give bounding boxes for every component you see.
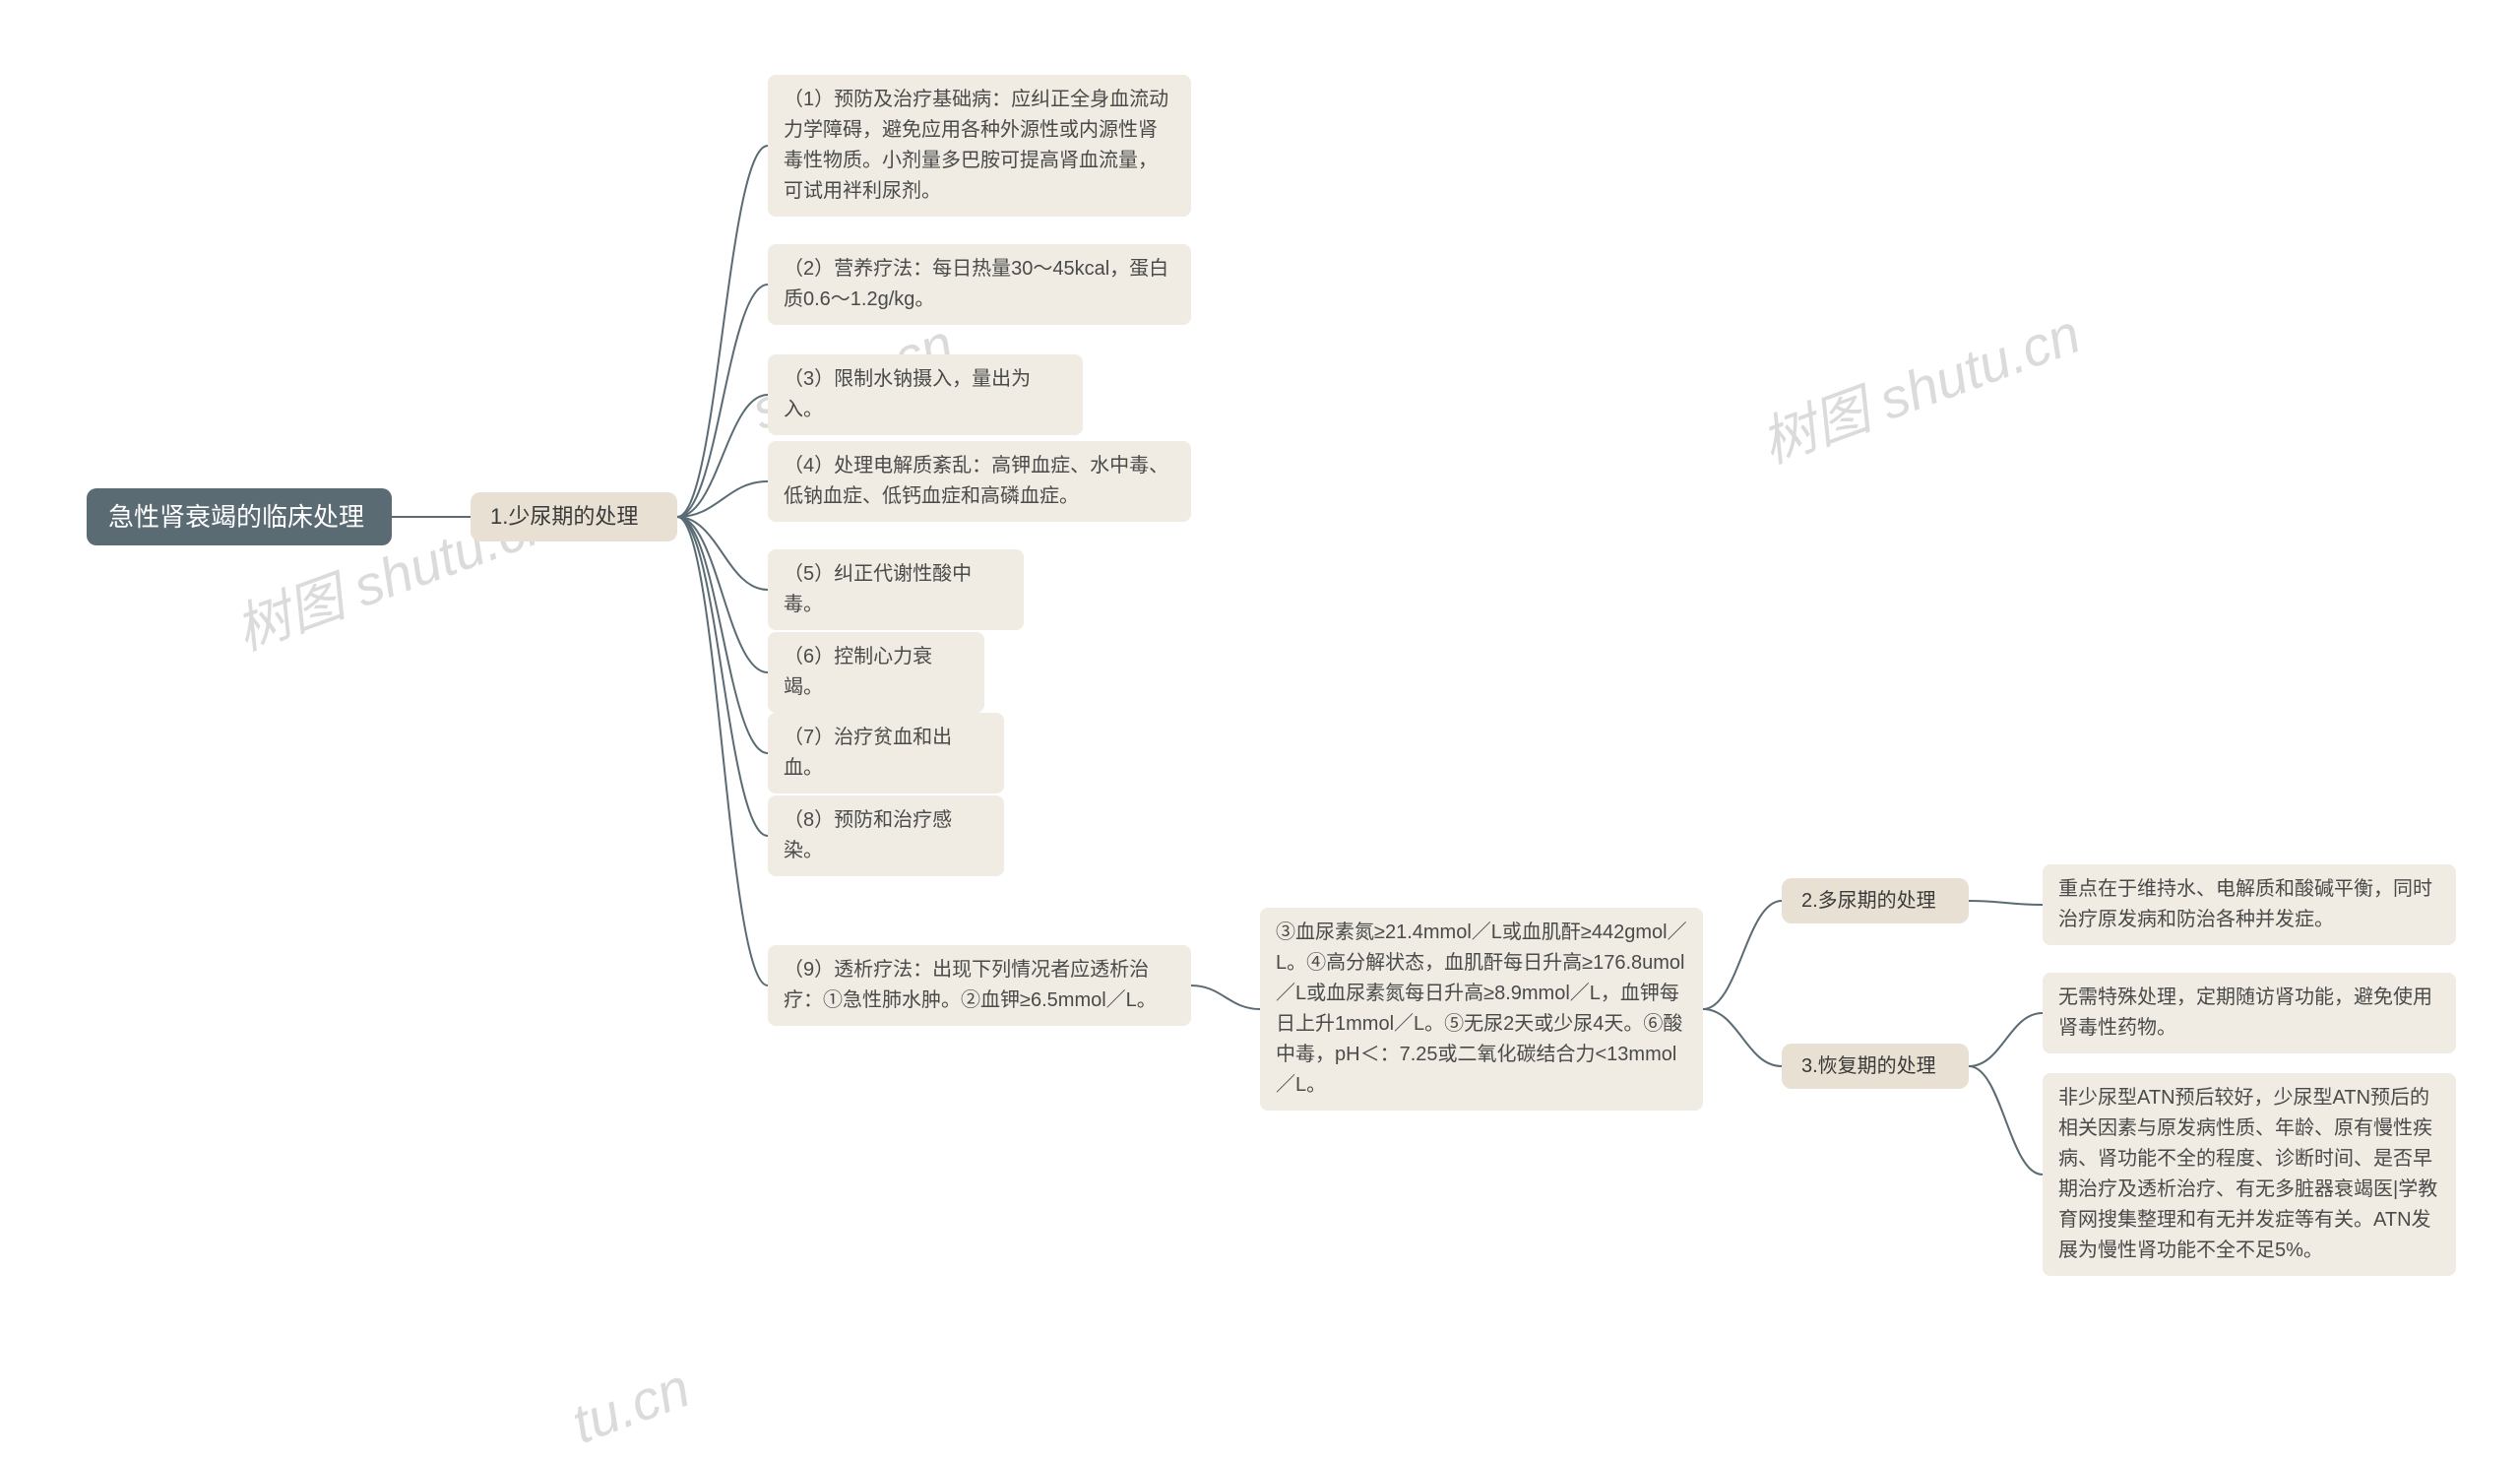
leaf-node[interactable]: 非少尿型ATN预后较好，少尿型ATN预后的相关因素与原发病性质、年龄、原有慢性疾… [2043,1073,2456,1276]
leaf-text: （3）限制水钠摄入，量出为入。 [784,364,1067,425]
leaf-node[interactable]: （2）营养疗法：每日热量30～45kcal，蛋白质0.6～1.2g/kg。 [768,244,1191,325]
leaf-node[interactable]: （8）预防和治疗感染。 [768,795,1004,876]
leaf-text: （8）预防和治疗感染。 [784,805,988,866]
leaf-node[interactable]: 无需特殊处理，定期随访肾功能，避免使用肾毒性药物。 [2043,973,2456,1053]
mindmap-root[interactable]: 急性肾衰竭的临床处理 [87,488,392,545]
leaf-text: 重点在于维持水、电解质和酸碱平衡，同时治疗原发病和防治各种并发症。 [2058,874,2440,935]
leaf-node[interactable]: （6）控制心力衰竭。 [768,632,984,713]
leaf-node[interactable]: （7）治疗贫血和出血。 [768,713,1004,794]
leaf-text: （9）透析疗法：出现下列情况者应透析治疗：①急性肺水肿。②血钾≥6.5mmol／… [784,955,1175,1016]
branch-node-3[interactable]: 3.恢复期的处理 [1782,1044,1969,1089]
leaf-node[interactable]: （9）透析疗法：出现下列情况者应透析治疗：①急性肺水肿。②血钾≥6.5mmol／… [768,945,1191,1026]
leaf-text: （2）营养疗法：每日热量30～45kcal，蛋白质0.6～1.2g/kg。 [784,254,1175,315]
leaf-node-detail[interactable]: ③血尿素氮≥21.4mmol／L或血肌酐≥442gmol／L。④高分解状态，血肌… [1260,908,1703,1111]
branch-label: 3.恢复期的处理 [1801,1051,1936,1082]
leaf-node[interactable]: （4）处理电解质紊乱：高钾血症、水中毒、低钠血症、低钙血症和高磷血症。 [768,441,1191,522]
branch-node-1[interactable]: 1.少尿期的处理 [471,492,677,541]
leaf-text: 无需特殊处理，定期随访肾功能，避免使用肾毒性药物。 [2058,983,2440,1044]
root-label: 急性肾衰竭的临床处理 [108,497,364,537]
watermark: 树图 shutu.cn [1748,289,2090,478]
leaf-node[interactable]: （5）纠正代谢性酸中毒。 [768,549,1024,630]
branch-label: 2.多尿期的处理 [1801,886,1936,917]
branch-label: 1.少尿期的处理 [490,500,638,534]
leaf-node[interactable]: 重点在于维持水、电解质和酸碱平衡，同时治疗原发病和防治各种并发症。 [2043,864,2456,945]
watermark: tu.cn [564,1355,698,1456]
branch-node-2[interactable]: 2.多尿期的处理 [1782,878,1969,923]
mindmap-canvas: 树图 shutu.cn 树图 shutu.cn shutu.cn tu.cn 急… [0,0,2520,1462]
leaf-node[interactable]: （1）预防及治疗基础病：应纠正全身血流动力学障碍，避免应用各种外源性或内源性肾毒… [768,75,1191,217]
leaf-text: （7）治疗贫血和出血。 [784,723,988,784]
leaf-text: ③血尿素氮≥21.4mmol／L或血肌酐≥442gmol／L。④高分解状态，血肌… [1276,918,1687,1101]
leaf-text: （6）控制心力衰竭。 [784,642,969,703]
leaf-text: 非少尿型ATN预后较好，少尿型ATN预后的相关因素与原发病性质、年龄、原有慢性疾… [2058,1083,2440,1266]
leaf-text: （5）纠正代谢性酸中毒。 [784,559,1008,620]
leaf-node[interactable]: （3）限制水钠摄入，量出为入。 [768,354,1083,435]
leaf-text: （4）处理电解质紊乱：高钾血症、水中毒、低钠血症、低钙血症和高磷血症。 [784,451,1175,512]
leaf-text: （1）预防及治疗基础病：应纠正全身血流动力学障碍，避免应用各种外源性或内源性肾毒… [784,85,1175,207]
